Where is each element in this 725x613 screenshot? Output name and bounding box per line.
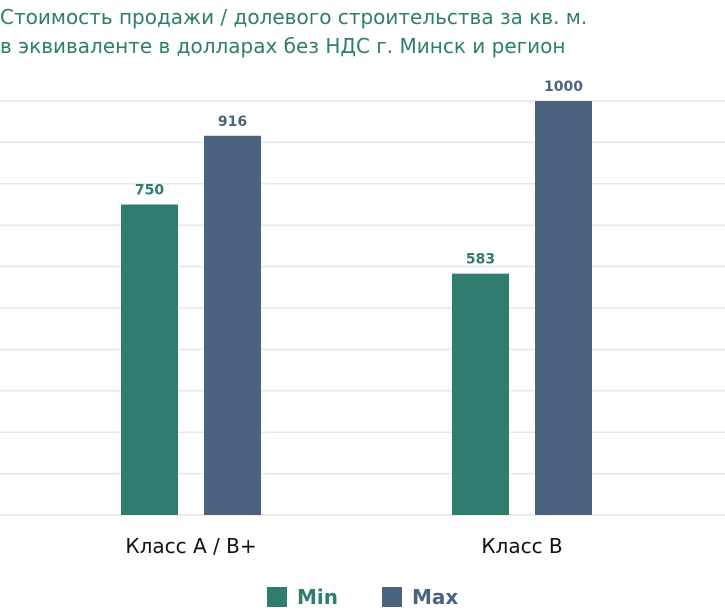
data-label-min-0: 750	[135, 183, 164, 199]
data-label-max-1: 1000	[544, 79, 583, 95]
chart-title-line-1: Стоимость продажи / долевого строительст…	[0, 5, 588, 29]
bar-max-0	[204, 135, 261, 515]
x-tick-label: Класс А / В+	[125, 534, 256, 558]
legend-label-max: Max	[412, 585, 459, 609]
legend-swatch-max	[382, 587, 402, 607]
bar-min-1	[452, 273, 509, 515]
bar-min-0	[121, 204, 178, 515]
legend-swatch-min	[267, 587, 287, 607]
legend-item-min: Min	[267, 585, 338, 609]
legend: Min Max	[0, 585, 725, 613]
data-label-max-0: 916	[218, 114, 247, 130]
legend-item-max: Max	[382, 585, 458, 609]
bar-max-1	[535, 101, 592, 515]
data-labels: 750 916 583 1000	[135, 79, 583, 268]
x-axis-tick-labels: Класс А / В+ Класс В	[125, 534, 562, 558]
bars	[121, 101, 592, 515]
bar-chart: 750 916 583 1000 Класс А / В+ Класс В	[0, 79, 725, 558]
gridlines	[0, 100, 725, 516]
legend-label-min: Min	[297, 585, 338, 609]
chart-title-line-2: в эквиваленте в долларах без НДС г. Минс…	[0, 34, 566, 58]
data-label-min-1: 583	[466, 252, 495, 268]
chart-title: Стоимость продажи / долевого строительст…	[0, 3, 725, 61]
x-tick-label: Класс В	[481, 534, 562, 558]
